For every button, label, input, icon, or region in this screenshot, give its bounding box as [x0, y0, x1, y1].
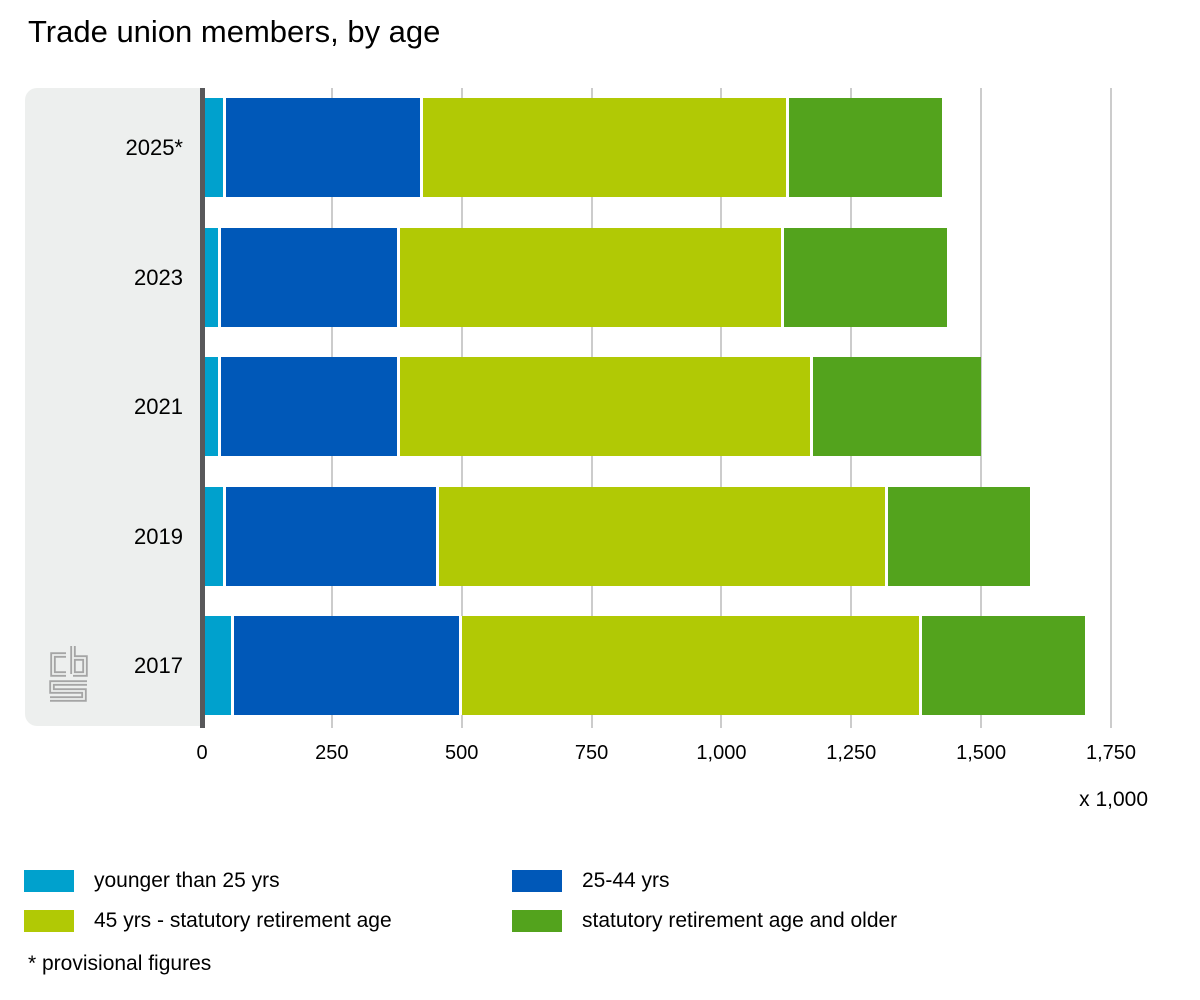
value-axis-zero-line — [200, 88, 205, 728]
x-tick-label: 1,500 — [956, 742, 1007, 764]
gridline — [980, 88, 983, 728]
bar-segment — [918, 616, 1085, 715]
x-tick-label: 750 — [574, 742, 609, 764]
legend-label: 25-44 yrs — [582, 869, 670, 892]
bar-segment — [202, 98, 223, 197]
x-tick-label: 0 — [196, 742, 208, 764]
x-tick-label: 500 — [445, 742, 479, 764]
bar-segment — [781, 228, 948, 327]
x-tick-label: 1,250 — [826, 742, 877, 764]
x-tick-label: 1,000 — [696, 742, 747, 764]
category-label: 2025* — [125, 135, 183, 160]
category-label: 2019 — [134, 524, 183, 549]
cbs-logo — [49, 646, 88, 702]
bar-row-2017 — [202, 616, 1111, 715]
bar-segment — [786, 98, 943, 197]
legend-swatch — [24, 910, 74, 932]
bar-segment — [217, 228, 397, 327]
legend-swatch — [512, 910, 562, 932]
legend-swatch — [512, 870, 562, 892]
plot-area — [202, 88, 1112, 728]
bar-segment — [396, 228, 782, 327]
category-axis-panel — [25, 88, 202, 726]
legend-item: younger than 25 yrs — [24, 869, 280, 892]
bar-segment — [202, 487, 223, 586]
bar-segment — [809, 357, 982, 456]
bar-segment — [202, 228, 218, 327]
bar-row-2023 — [202, 228, 1111, 327]
legend-label: statutory retirement age and older — [582, 909, 898, 932]
bar-segment — [230, 616, 460, 715]
x-axis-unit-label: x 1,000 — [1079, 788, 1148, 811]
legend-label: 45 yrs - statutory retirement age — [94, 909, 392, 932]
bar-segment — [459, 616, 919, 715]
bar-segment — [222, 487, 436, 586]
legend-swatch — [24, 870, 74, 892]
bar-segment — [885, 487, 1031, 586]
category-label: 2021 — [134, 394, 183, 419]
bar-segment — [396, 357, 810, 456]
category-label: 2017 — [134, 653, 183, 678]
bar-segment — [222, 98, 421, 197]
bar-row-2025 — [202, 98, 1111, 197]
x-tick-label: 1,750 — [1085, 742, 1137, 764]
bar-segment — [435, 487, 886, 586]
chart-title: Trade union members, by age — [28, 14, 441, 49]
gridline — [1110, 88, 1112, 728]
bar-row-2021 — [202, 357, 1111, 456]
legend-item: 45 yrs - statutory retirement age — [24, 909, 392, 932]
legend-item: statutory retirement age and older — [512, 909, 898, 932]
bar-segment — [217, 357, 397, 456]
bar-segment — [202, 616, 231, 715]
bar-segment — [420, 98, 787, 197]
bar-segment — [202, 357, 218, 456]
footnote: * provisional figures — [28, 952, 212, 975]
legend-label: younger than 25 yrs — [94, 869, 280, 892]
bar-row-2019 — [202, 487, 1111, 586]
x-tick-label: 250 — [315, 742, 349, 764]
category-label: 2023 — [134, 265, 183, 290]
legend-item: 25-44 yrs — [512, 869, 670, 892]
